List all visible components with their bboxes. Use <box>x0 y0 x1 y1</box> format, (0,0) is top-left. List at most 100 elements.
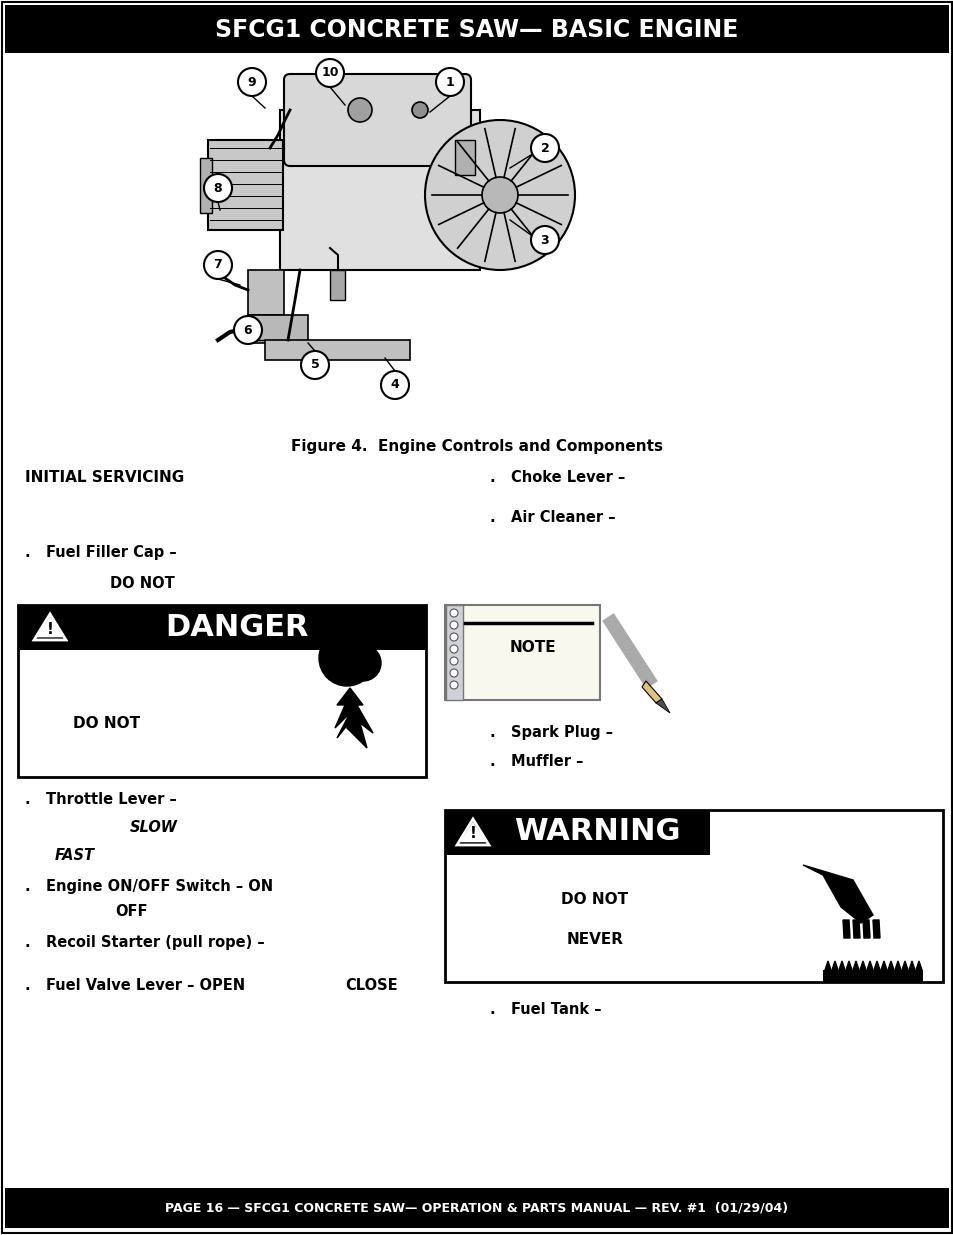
Polygon shape <box>859 961 865 969</box>
FancyBboxPatch shape <box>284 74 471 165</box>
Polygon shape <box>873 961 879 969</box>
Polygon shape <box>802 864 872 923</box>
Circle shape <box>315 59 344 86</box>
Text: SFCG1 CONCRETE SAW— BASIC ENGINE: SFCG1 CONCRETE SAW— BASIC ENGINE <box>215 19 738 42</box>
Text: Figure 4.  Engine Controls and Components: Figure 4. Engine Controls and Components <box>291 440 662 454</box>
Text: 5: 5 <box>311 358 319 372</box>
Circle shape <box>345 645 380 680</box>
Bar <box>208 140 283 230</box>
Circle shape <box>481 177 517 212</box>
Bar <box>455 140 475 175</box>
Circle shape <box>450 609 457 618</box>
Polygon shape <box>915 961 921 969</box>
Text: .   Air Cleaner –: . Air Cleaner – <box>490 510 615 526</box>
Bar <box>248 270 284 315</box>
Bar <box>200 158 212 212</box>
Text: 6: 6 <box>243 324 252 336</box>
Text: INITIAL SERVICING: INITIAL SERVICING <box>25 469 184 484</box>
Text: .   Fuel Valve Lever – OPEN: . Fuel Valve Lever – OPEN <box>25 977 245 993</box>
Bar <box>5 1188 948 1228</box>
Polygon shape <box>872 920 879 939</box>
Bar <box>265 340 410 359</box>
Text: NOTE: NOTE <box>509 640 556 655</box>
Bar <box>444 605 599 700</box>
Circle shape <box>237 68 266 96</box>
Polygon shape <box>862 920 869 939</box>
Text: 3: 3 <box>540 233 549 247</box>
Text: 8: 8 <box>213 182 222 194</box>
Text: 1: 1 <box>445 75 454 89</box>
Text: NEVER: NEVER <box>566 932 623 947</box>
Text: DO NOT: DO NOT <box>110 576 174 590</box>
Text: 4: 4 <box>390 378 399 391</box>
Circle shape <box>204 251 232 279</box>
Text: .   Choke Lever –: . Choke Lever – <box>490 469 624 484</box>
Text: DO NOT: DO NOT <box>73 715 140 730</box>
Circle shape <box>412 103 428 119</box>
Text: 9: 9 <box>248 75 256 89</box>
Text: OFF: OFF <box>115 904 148 920</box>
Circle shape <box>450 657 457 664</box>
Polygon shape <box>887 961 893 969</box>
Text: .   Muffler –: . Muffler – <box>490 755 583 769</box>
Circle shape <box>450 621 457 629</box>
Polygon shape <box>901 961 907 969</box>
Polygon shape <box>842 920 849 939</box>
Circle shape <box>450 669 457 677</box>
Text: .   Spark Plug –: . Spark Plug – <box>490 725 613 740</box>
Text: .   Fuel Filler Cap –: . Fuel Filler Cap – <box>25 546 176 561</box>
Text: .   Engine ON/OFF Switch – ON: . Engine ON/OFF Switch – ON <box>25 878 273 893</box>
Circle shape <box>301 351 329 379</box>
Text: 10: 10 <box>321 67 338 79</box>
Text: .   Fuel Tank –: . Fuel Tank – <box>490 1003 601 1018</box>
Bar <box>280 110 479 270</box>
Circle shape <box>424 120 575 270</box>
Polygon shape <box>845 961 851 969</box>
Polygon shape <box>335 688 373 748</box>
Text: DANGER: DANGER <box>165 613 309 641</box>
Text: !: ! <box>47 621 53 636</box>
Circle shape <box>450 645 457 653</box>
Text: !: ! <box>469 826 476 841</box>
Polygon shape <box>852 920 859 939</box>
Polygon shape <box>34 614 66 640</box>
Polygon shape <box>459 823 485 842</box>
Circle shape <box>204 174 232 203</box>
Bar <box>444 810 942 982</box>
Polygon shape <box>456 819 489 845</box>
Bar <box>248 315 308 343</box>
Text: DO NOT: DO NOT <box>561 893 628 908</box>
Polygon shape <box>831 961 837 969</box>
Bar <box>18 605 426 650</box>
Bar <box>18 605 426 777</box>
Circle shape <box>531 226 558 254</box>
Polygon shape <box>880 961 886 969</box>
Bar <box>330 270 345 300</box>
Circle shape <box>348 98 372 122</box>
Circle shape <box>450 634 457 641</box>
Bar <box>444 810 709 855</box>
Polygon shape <box>37 618 63 637</box>
Bar <box>5 5 948 53</box>
Polygon shape <box>894 961 900 969</box>
Text: 2: 2 <box>540 142 549 154</box>
Polygon shape <box>656 699 669 713</box>
Bar <box>446 605 462 700</box>
Text: .   Recoil Starter (pull rope) –: . Recoil Starter (pull rope) – <box>25 935 264 950</box>
Text: FAST: FAST <box>55 847 95 862</box>
Bar <box>822 969 923 982</box>
Circle shape <box>380 370 409 399</box>
Circle shape <box>233 316 262 345</box>
Circle shape <box>436 68 463 96</box>
Text: WARNING: WARNING <box>514 818 680 846</box>
Polygon shape <box>641 680 661 703</box>
Polygon shape <box>908 961 914 969</box>
Polygon shape <box>838 961 844 969</box>
Circle shape <box>531 135 558 162</box>
Text: CLOSE: CLOSE <box>345 977 397 993</box>
Circle shape <box>318 630 375 685</box>
Circle shape <box>450 680 457 689</box>
Text: .   Throttle Lever –: . Throttle Lever – <box>25 793 176 808</box>
Polygon shape <box>852 961 858 969</box>
Text: 7: 7 <box>213 258 222 272</box>
